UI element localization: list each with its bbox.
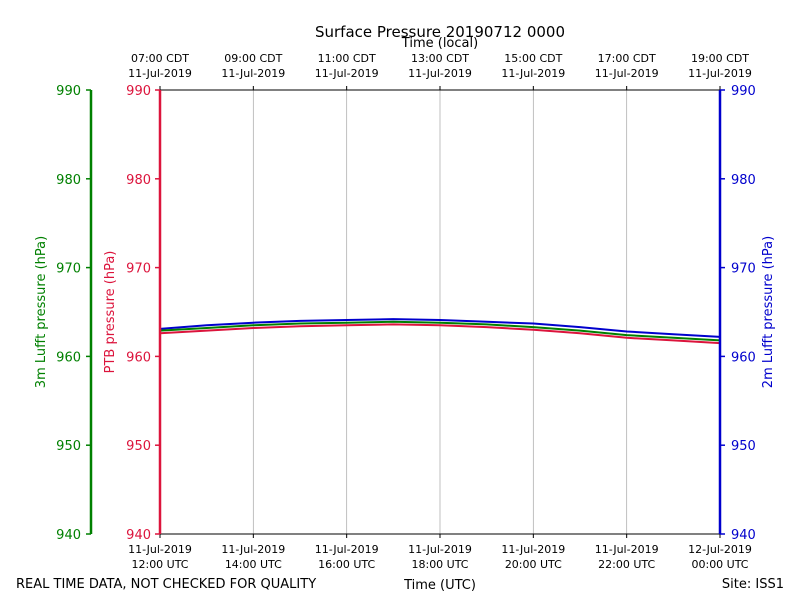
- top-tick-label: 11:00 CDT: [318, 52, 376, 65]
- top-tick-label: 11-Jul-2019: [408, 67, 472, 80]
- bottom-tick-label: 11-Jul-2019: [501, 543, 565, 556]
- ptb-tick-label: 970: [126, 262, 151, 277]
- bottom-tick-label: 11-Jul-2019: [221, 543, 285, 556]
- series-line-crimson: [159, 323, 721, 345]
- ptb-tick-label: 950: [126, 439, 151, 454]
- ptb-tick-label: 980: [126, 173, 151, 188]
- top-tick-label: 11-Jul-2019: [315, 67, 379, 80]
- lufft-3m-tick-label: 940: [56, 528, 81, 543]
- top-tick-label: 19:00 CDT: [691, 52, 749, 65]
- lufft-3m-tick-label: 980: [56, 173, 81, 188]
- chart-title: Surface Pressure 20190712 0000: [315, 23, 565, 41]
- bottom-tick-label: 22:00 UTC: [598, 558, 655, 571]
- top-tick-label: 13:00 CDT: [411, 52, 469, 65]
- top-tick-label: 11-Jul-2019: [688, 67, 752, 80]
- top-tick-label: 11-Jul-2019: [221, 67, 285, 80]
- ptb-tick-label: 960: [126, 350, 151, 365]
- top-tick-label: 11-Jul-2019: [128, 67, 192, 80]
- lufft-3m-axis-label: 3m Lufft pressure (hPa): [34, 236, 49, 388]
- bottom-axis-title: Time (UTC): [403, 578, 476, 593]
- bottom-tick-label: 11-Jul-2019: [315, 543, 379, 556]
- bottom-tick-label: 11-Jul-2019: [595, 543, 659, 556]
- top-tick-label: 15:00 CDT: [504, 52, 562, 65]
- lufft-2m-tick-label: 980: [731, 173, 756, 188]
- top-axis-ticks: 07:00 CDT 11-Jul-2019 09:00 CDT 11-Jul-2019…: [128, 52, 752, 90]
- top-tick-label: 11-Jul-2019: [501, 67, 565, 80]
- lufft-3m-tick-label: 950: [56, 439, 81, 454]
- bottom-tick-label: 12-Jul-2019: [688, 543, 752, 556]
- lufft-2m-axis-label: 2m Lufft pressure (hPa): [761, 236, 776, 388]
- bottom-tick-label: 11-Jul-2019: [408, 543, 472, 556]
- bottom-tick-label: 12:00 UTC: [131, 558, 188, 571]
- lufft-3m-tick-label: 960: [56, 350, 81, 365]
- lufft-3m-tick-label: 970: [56, 262, 81, 277]
- lufft-2m-tick-label: 960: [731, 350, 756, 365]
- bottom-tick-label: 14:00 UTC: [225, 558, 282, 571]
- ptb-axis-label: PTB pressure (hPa): [103, 251, 118, 374]
- site-label: Site: ISS1: [722, 577, 784, 592]
- ptb-tick-label: 990: [126, 84, 151, 99]
- series-line-blue: [159, 318, 721, 338]
- lufft-2m-tick-label: 940: [731, 528, 756, 543]
- lufft-2m-tick-label: 950: [731, 439, 756, 454]
- bottom-tick-label: 16:00 UTC: [318, 558, 375, 571]
- lufft-2m-tick-label: 990: [731, 84, 756, 99]
- bottom-axis-ticks: 11-Jul-2019 12:00 UTC 11-Jul-2019 14:00 UTC…: [128, 534, 752, 571]
- bottom-tick-label: 20:00 UTC: [505, 558, 562, 571]
- gridlines: [252, 90, 628, 534]
- bottom-tick-label: 11-Jul-2019: [128, 543, 192, 556]
- lufft-2m-tick-label: 970: [731, 262, 756, 277]
- top-tick-label: 07:00 CDT: [131, 52, 189, 65]
- bottom-tick-label: 18:00 UTC: [411, 558, 468, 571]
- bottom-tick-label: 00:00 UTC: [691, 558, 748, 571]
- lufft-3m-tick-label: 990: [56, 84, 81, 99]
- top-tick-label: 11-Jul-2019: [595, 67, 659, 80]
- top-tick-label: 17:00 CDT: [598, 52, 656, 65]
- top-axis-title: Time (local): [401, 36, 478, 51]
- series-group: [159, 318, 721, 345]
- top-tick-label: 09:00 CDT: [224, 52, 282, 65]
- series-line-green: [159, 320, 721, 342]
- quality-note: REAL TIME DATA, NOT CHECKED FOR QUALITY: [16, 577, 316, 592]
- ptb-tick-label: 940: [126, 528, 151, 543]
- y-axis-ticks: 940 950 960 970 980 990 940 950 960 970 980 990 940 9…: [56, 84, 756, 543]
